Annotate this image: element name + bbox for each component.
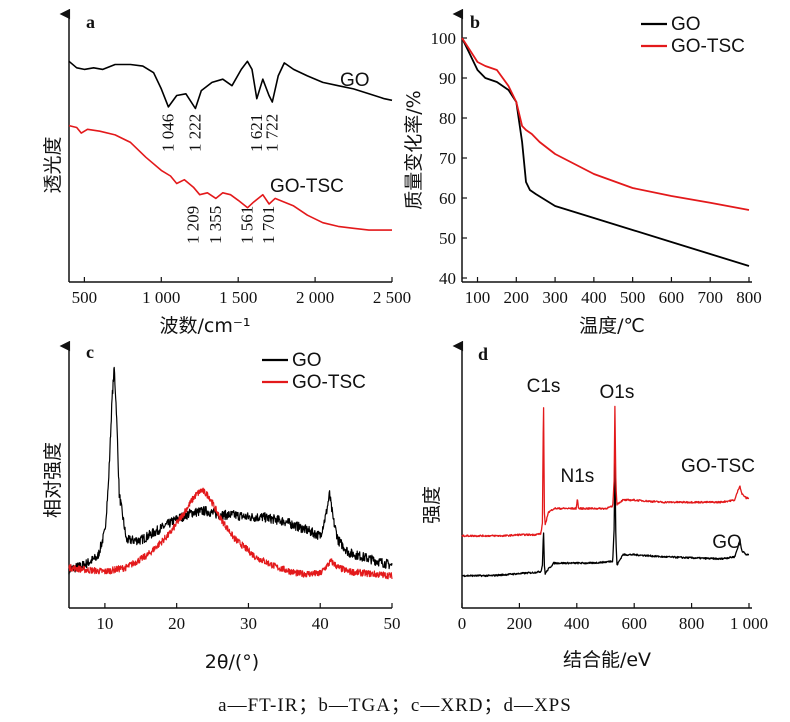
- panel-a: a 500 1 000 1 500 2 000 2 500 1 046 1 222 1 62…: [42, 8, 411, 337]
- panel-a-peak-label: 1 701: [259, 206, 278, 244]
- panel-a-peak-label: 1 621: [247, 114, 266, 152]
- panel-a-peak-label: 1 722: [262, 114, 281, 152]
- panel-b-legend-label: GO: [671, 14, 701, 35]
- panel-b-y-tick-label: 60: [439, 189, 456, 208]
- panel-d-series: [461, 405, 750, 578]
- panel-c-legend-label: GO-TSC: [292, 372, 366, 393]
- panel-b: b 100 200 300 400 500 600 700 800 40 50 60 70 80 90 1…: [403, 8, 762, 337]
- panel-a-series: [68, 60, 393, 231]
- panel-b-y-tick-label: 100: [431, 29, 457, 48]
- panel-a-go-series-label: GO: [340, 70, 370, 91]
- panel-b-y-tick-label: 70: [439, 149, 456, 168]
- panel-d-x-label: 结合能/eV: [563, 649, 651, 671]
- panel-c-x-tick-label: 40: [312, 614, 329, 633]
- panel-c-x-tick-label: 30: [240, 614, 257, 633]
- panel-b-y-ticks: 40 50 60 70 80 90 100: [431, 29, 467, 288]
- panel-b-legend-label: GO-TSC: [671, 36, 745, 57]
- panel-a-peak-label: 1 561: [238, 206, 257, 244]
- panel-c-series: [68, 366, 393, 580]
- panel-b-label: b: [470, 12, 480, 32]
- panel-b-x-tick-label: 600: [659, 288, 685, 307]
- panel-b-y-tick-label: 40: [439, 269, 456, 288]
- panel-c-go-line: [68, 366, 393, 575]
- panel-c-y-label: 相对强度: [42, 442, 64, 518]
- panel-b-x-tick-label: 700: [697, 288, 723, 307]
- panel-d: d 0 200 400 600 800 1 000 C1s N1s O1s GO GO-TSC…: [421, 340, 768, 671]
- panel-d-x-tick-label: 400: [564, 614, 590, 633]
- panel-b-y-label: 质量变化率/%: [403, 90, 425, 209]
- panel-a-label: a: [86, 12, 95, 32]
- panel-c-legend-label: GO: [292, 350, 322, 371]
- panel-b-series: [461, 37, 750, 267]
- panel-a-x-tick-label: 2 500: [373, 288, 411, 307]
- panel-b-go-line: [461, 37, 750, 267]
- panel-b-x-tick-label: 500: [620, 288, 646, 307]
- panel-b-x-tick-label: 400: [581, 288, 607, 307]
- panel-d-peak-label: N1s: [560, 466, 594, 487]
- panel-d-x-tick-label: 200: [507, 614, 533, 633]
- panel-a-x-tick-label: 2 000: [296, 288, 334, 307]
- panel-d-gotsc-line: [461, 405, 750, 538]
- panel-a-x-tick-label: 1 000: [142, 288, 180, 307]
- panel-d-x-tick-label: 600: [621, 614, 647, 633]
- figure-caption: a—FT-IR；b—TGA；c—XRD；d—XPS: [218, 695, 572, 716]
- panel-b-x-tick-label: 300: [542, 288, 568, 307]
- panel-d-gotsc-series-label: GO-TSC: [681, 456, 755, 477]
- panel-d-x-ticks: 0 200 400 600 800 1 000: [458, 603, 768, 633]
- panel-c-x-ticks: 10 20 30 40 50: [96, 603, 401, 633]
- panel-c-x-tick-label: 50: [384, 614, 401, 633]
- panel-a-x-tick-label: 1 500: [219, 288, 257, 307]
- panel-c-gotsc-line: [68, 487, 393, 580]
- panel-b-y-tick-label: 80: [439, 109, 456, 128]
- panel-d-y-label: 强度: [421, 486, 443, 524]
- panel-b-y-tick-label: 50: [439, 229, 456, 248]
- panel-b-x-ticks: 100 200 300 400 500 600 700 800: [465, 277, 762, 307]
- panel-a-y-label: 透光度: [42, 136, 64, 193]
- panel-a-x-label: 波数/cm⁻¹: [159, 315, 250, 337]
- panel-b-x-tick-label: 800: [736, 288, 762, 307]
- panel-c-x-label: 2θ/(°): [205, 651, 259, 673]
- panel-a-gotsc-series-label: GO-TSC: [270, 176, 344, 197]
- panel-a-peak-label: 1 209: [183, 206, 202, 244]
- panel-d-x-tick-label: 0: [458, 614, 467, 633]
- panel-b-x-tick-label: 100: [465, 288, 491, 307]
- panel-b-x-label: 温度/℃: [579, 315, 645, 337]
- panel-c-x-tick-label: 10: [96, 614, 113, 633]
- panel-a-gotsc-line: [68, 124, 392, 231]
- panel-a-peak-label: 1 222: [185, 114, 204, 152]
- panel-a-x-ticks: 500 1 000 1 500 2 000 2 500: [72, 277, 411, 307]
- panel-a-go-line: [68, 60, 393, 110]
- panel-c-x-tick-label: 20: [168, 614, 185, 633]
- panel-b-y-tick-label: 90: [439, 69, 456, 88]
- panel-d-x-tick-label: 800: [679, 614, 705, 633]
- panel-b-x-tick-label: 200: [504, 288, 530, 307]
- panel-a-x-tick-label: 500: [72, 288, 98, 307]
- panel-d-peak-labels: C1s N1s O1s: [527, 376, 635, 487]
- panel-b-gotsc-line: [461, 37, 750, 211]
- panel-d-peak-label: C1s: [527, 376, 561, 397]
- panel-d-x-tick-label: 1 000: [730, 614, 768, 633]
- panel-c-label: c: [86, 342, 94, 362]
- panel-d-label: d: [478, 344, 488, 364]
- panel-a-peak-label: 1 355: [206, 206, 225, 244]
- panel-a-peak-label: 1 046: [158, 114, 177, 152]
- panel-d-peak-label: O1s: [600, 382, 635, 403]
- panel-d-go-line: [461, 462, 750, 578]
- panel-d-go-series-label: GO: [712, 532, 742, 553]
